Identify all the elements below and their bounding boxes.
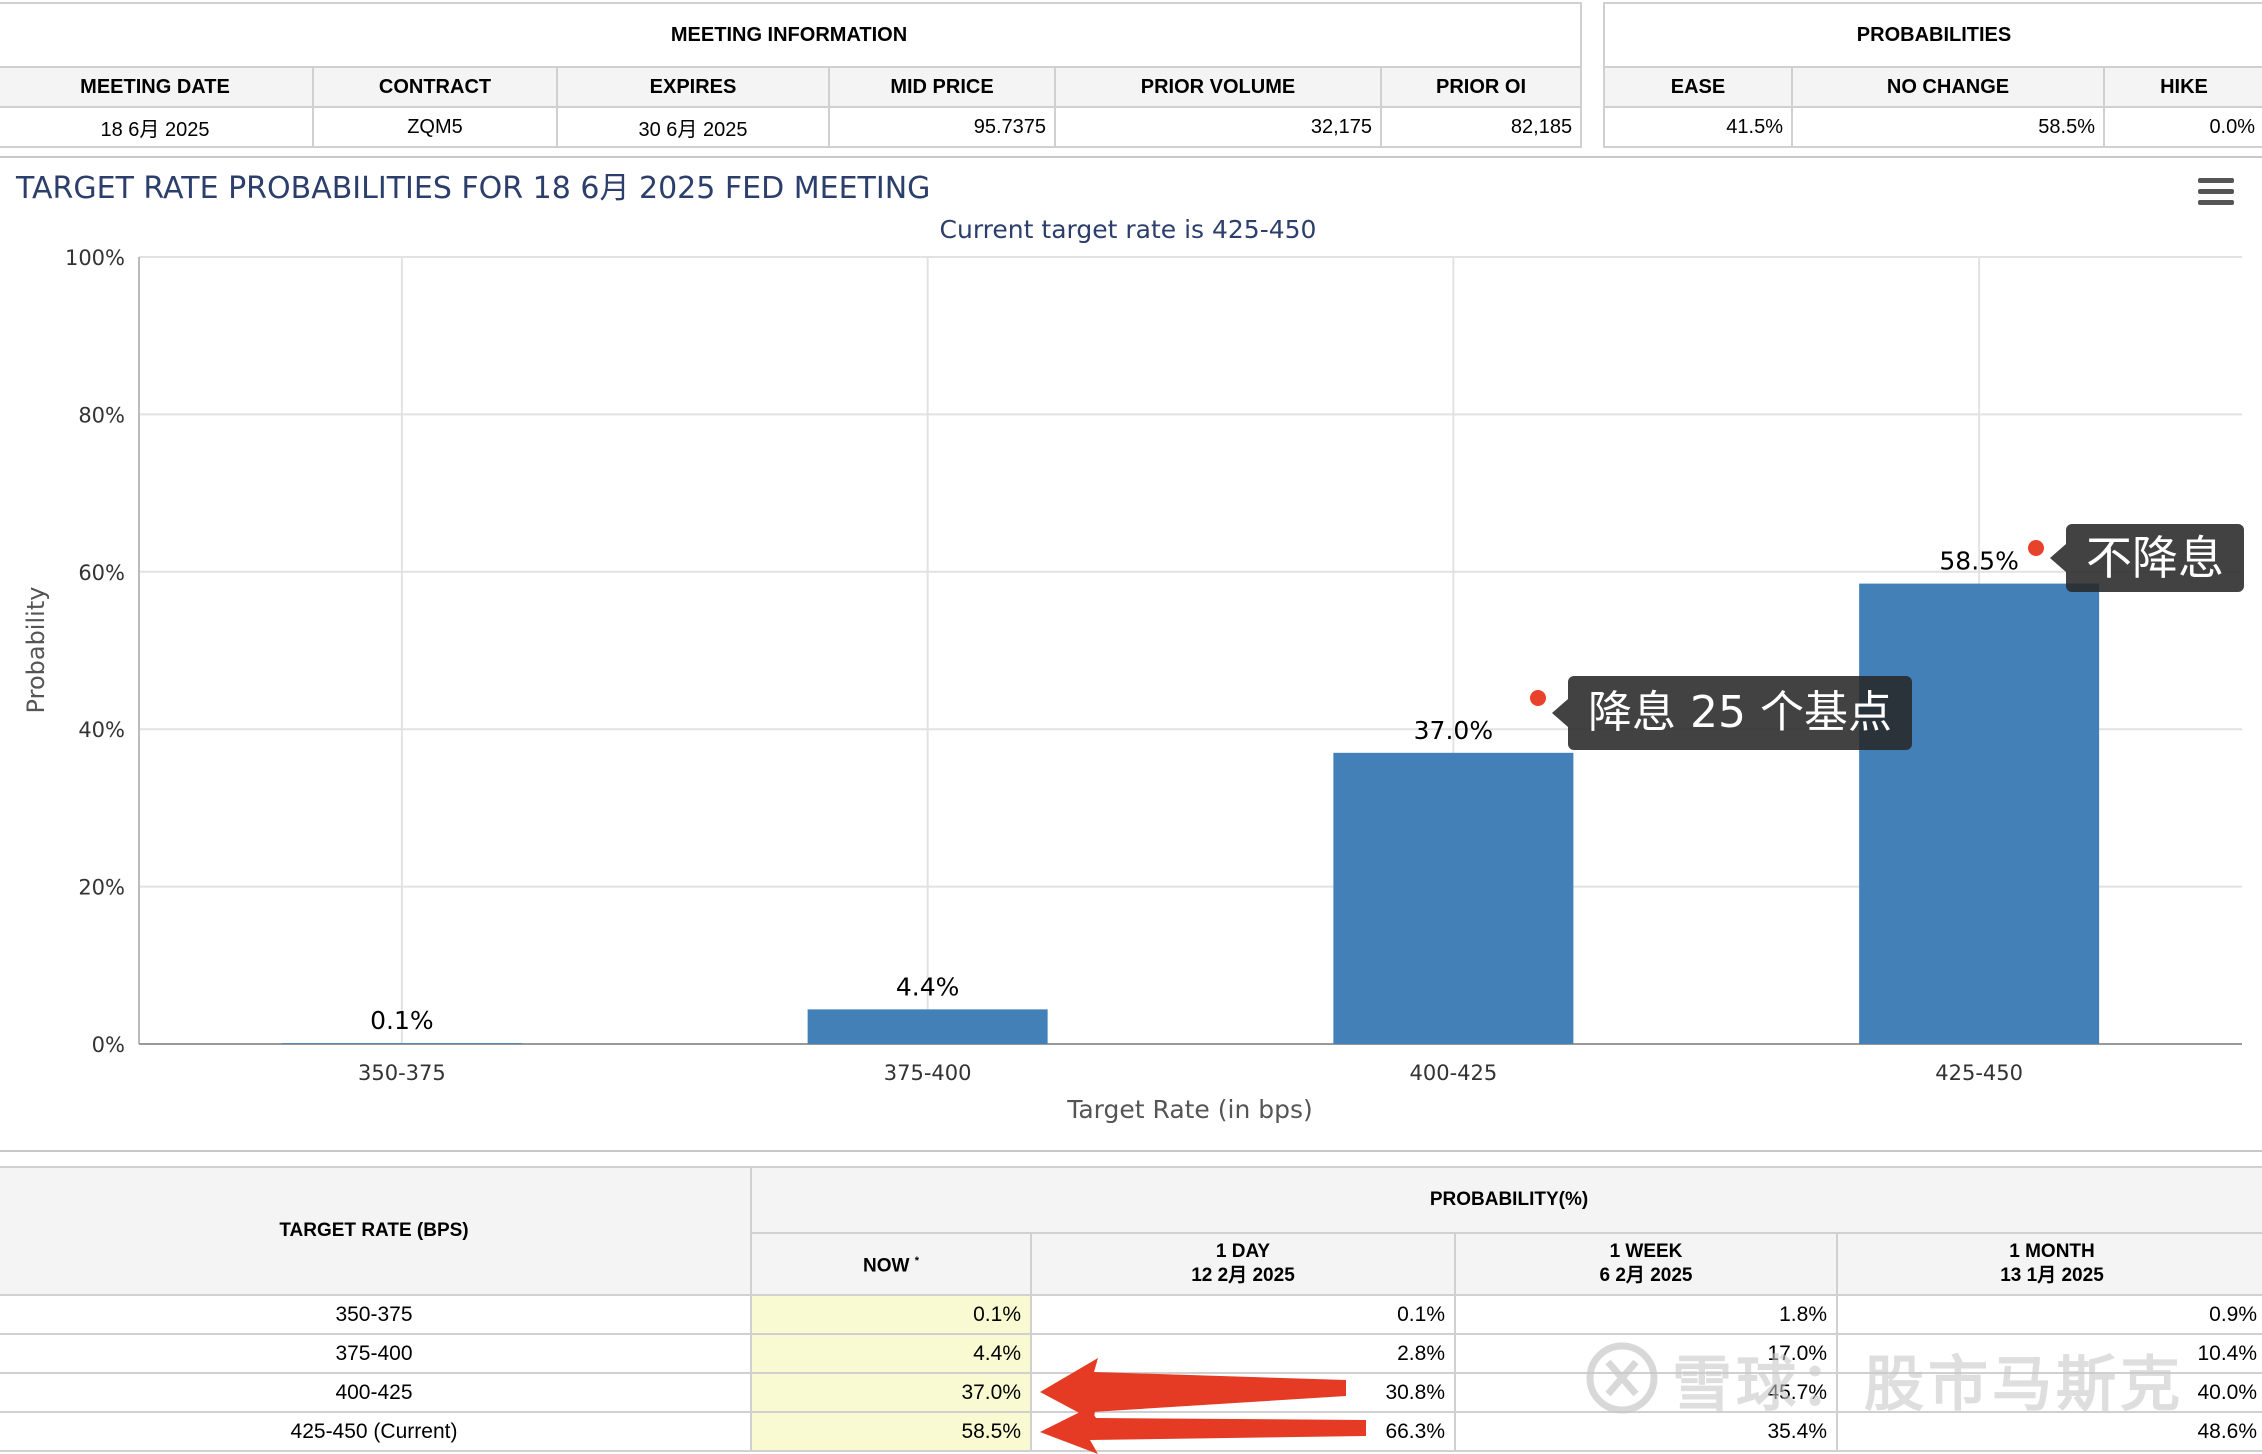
col-prior-oi: PRIOR OI (1379, 66, 1583, 108)
y-tick-label: 80% (78, 403, 125, 427)
rate-cell: 375-400 (0, 1333, 752, 1374)
y-tick-label: 0% (92, 1033, 125, 1057)
chart-subtitle: Current target rate is 425-450 (940, 215, 1317, 244)
col-1-week-label: 1 WEEK (1609, 1241, 1683, 1262)
col-now: NOW * (750, 1232, 1032, 1296)
col-expires: EXPIRES (556, 66, 830, 108)
col-1-month-date: 13 1月 2025 (2000, 1265, 2104, 1286)
col-meeting-date: MEETING DATE (0, 66, 314, 108)
day-cell: 66.3% (1030, 1411, 1456, 1452)
data-label: 4.4% (896, 972, 960, 1001)
chart-panel: TARGET RATE PROBABILITIES FOR 18 6月 2025… (0, 156, 2262, 1152)
xueqiu-logo-icon (1586, 1342, 1658, 1414)
data-label: 0.1% (370, 1006, 434, 1035)
col-now-label: NOW (863, 1255, 910, 1277)
y-axis-title: Probability (22, 587, 50, 714)
hike-value: 0.0% (2102, 106, 2262, 148)
col-mid-price: MID PRICE (828, 66, 1056, 108)
no-change-value: 58.5% (1791, 106, 2105, 148)
day-cell: 30.8% (1030, 1372, 1456, 1413)
hold-marker-dot (2028, 540, 2044, 556)
col-1-day-label: 1 DAY (1215, 1241, 1271, 1262)
col-ease: EASE (1603, 66, 1793, 108)
month-cell: 40.0% (1835, 1372, 2262, 1413)
prior-oi-value: 82,185 (1379, 106, 1583, 148)
day-cell: 0.1% (1030, 1294, 1456, 1335)
data-label: 58.5% (1939, 547, 2018, 576)
data-label: 37.0% (1414, 716, 1493, 745)
chart-title: TARGET RATE PROBABILITIES FOR 18 6月 2025… (15, 171, 930, 206)
month-cell: 0.9% (1835, 1294, 2262, 1335)
col-1-day: 1 DAY 12 2月 2025 (1030, 1232, 1456, 1296)
col-1-week: 1 WEEK 6 2月 2025 (1454, 1232, 1838, 1296)
bar-400-425 (1333, 752, 1574, 1044)
month-cell: 48.6% (1835, 1411, 2262, 1452)
meeting-date-value: 18 6月 2025 (0, 106, 314, 148)
col-no-change: NO CHANGE (1791, 66, 2105, 108)
day-cell: 2.8% (1030, 1333, 1456, 1374)
bar-425-450 (1859, 583, 2100, 1044)
x-tick-label: 425-450 (1935, 1061, 2023, 1085)
y-tick-label: 40% (78, 718, 125, 742)
expires-value: 30 6月 2025 (556, 106, 830, 148)
y-tick-label: 20% (78, 876, 125, 900)
col-1-day-date: 12 2月 2025 (1191, 1265, 1295, 1286)
week-cell: 1.8% (1454, 1294, 1838, 1335)
x-tick-label: 375-400 (884, 1061, 972, 1085)
col-hike: HIKE (2102, 66, 2262, 108)
col-now-footnote-mark: * (914, 1255, 919, 1268)
x-tick-label: 400-425 (1410, 1061, 1498, 1085)
x-axis-title: Target Rate (in bps) (1066, 1095, 1313, 1124)
bar-350-375 (281, 1043, 522, 1044)
rate-cell: 350-375 (0, 1294, 752, 1335)
now-cell: 0.1% (750, 1294, 1032, 1335)
week-cell: 35.4% (1454, 1411, 1838, 1452)
col-1-month: 1 MONTH 13 1月 2025 (1835, 1232, 2262, 1296)
probabilities-table: PROBABILITIES EASE NO CHANGE HIKE 41.5% … (1602, 2, 2262, 148)
week-cell: 45.7% (1454, 1372, 1838, 1413)
hold-annotation: 不降息 (2050, 524, 2244, 592)
col-1-week-date: 6 2月 2025 (1599, 1265, 1693, 1286)
bar-375-400 (807, 1009, 1048, 1044)
col-1-month-label: 1 MONTH (2009, 1241, 2095, 1262)
y-tick-label: 60% (78, 561, 125, 585)
chart-menu-icon[interactable] (2198, 178, 2234, 206)
month-cell: 10.4% (1835, 1333, 2262, 1374)
watermark: 雪球：股市马斯克 (1672, 1336, 2184, 1423)
y-tick-label: 100% (65, 246, 125, 270)
prior-volume-value: 32,175 (1054, 106, 1382, 148)
meeting-info-header: MEETING INFORMATION (0, 2, 1583, 68)
col-contract: CONTRACT (312, 66, 558, 108)
now-cell: 58.5% (750, 1411, 1032, 1452)
table-row: 350-375 0.1% 0.1% 1.8% 0.9% (0, 1294, 2262, 1335)
meeting-info-table: MEETING INFORMATION MEETING DATE CONTRAC… (0, 2, 1583, 148)
col-prior-volume: PRIOR VOLUME (1054, 66, 1382, 108)
ease-value: 41.5% (1603, 106, 1793, 148)
probabilities-header: PROBABILITIES (1602, 2, 2262, 68)
target-rate-header: TARGET RATE (BPS) (0, 1166, 752, 1296)
contract-value: ZQM5 (312, 106, 558, 148)
rate-cell: 400-425 (0, 1372, 752, 1413)
now-cell: 4.4% (750, 1333, 1032, 1374)
probability-group-header: PROBABILITY(%) (749, 1166, 2262, 1234)
cut-marker-dot (1530, 690, 1546, 706)
target-rate-chart: TARGET RATE PROBABILITIES FOR 18 6月 2025… (15, 171, 2242, 1124)
watermark-text: 雪球：股市马斯克 (1672, 1350, 2184, 1420)
x-tick-label: 350-375 (358, 1061, 446, 1085)
mid-price-value: 95.7375 (828, 106, 1056, 148)
rate-cell: 425-450 (Current) (0, 1411, 752, 1452)
cut-annotation: 降息 25 个基点 (1552, 676, 1912, 750)
now-cell: 37.0% (750, 1372, 1032, 1413)
